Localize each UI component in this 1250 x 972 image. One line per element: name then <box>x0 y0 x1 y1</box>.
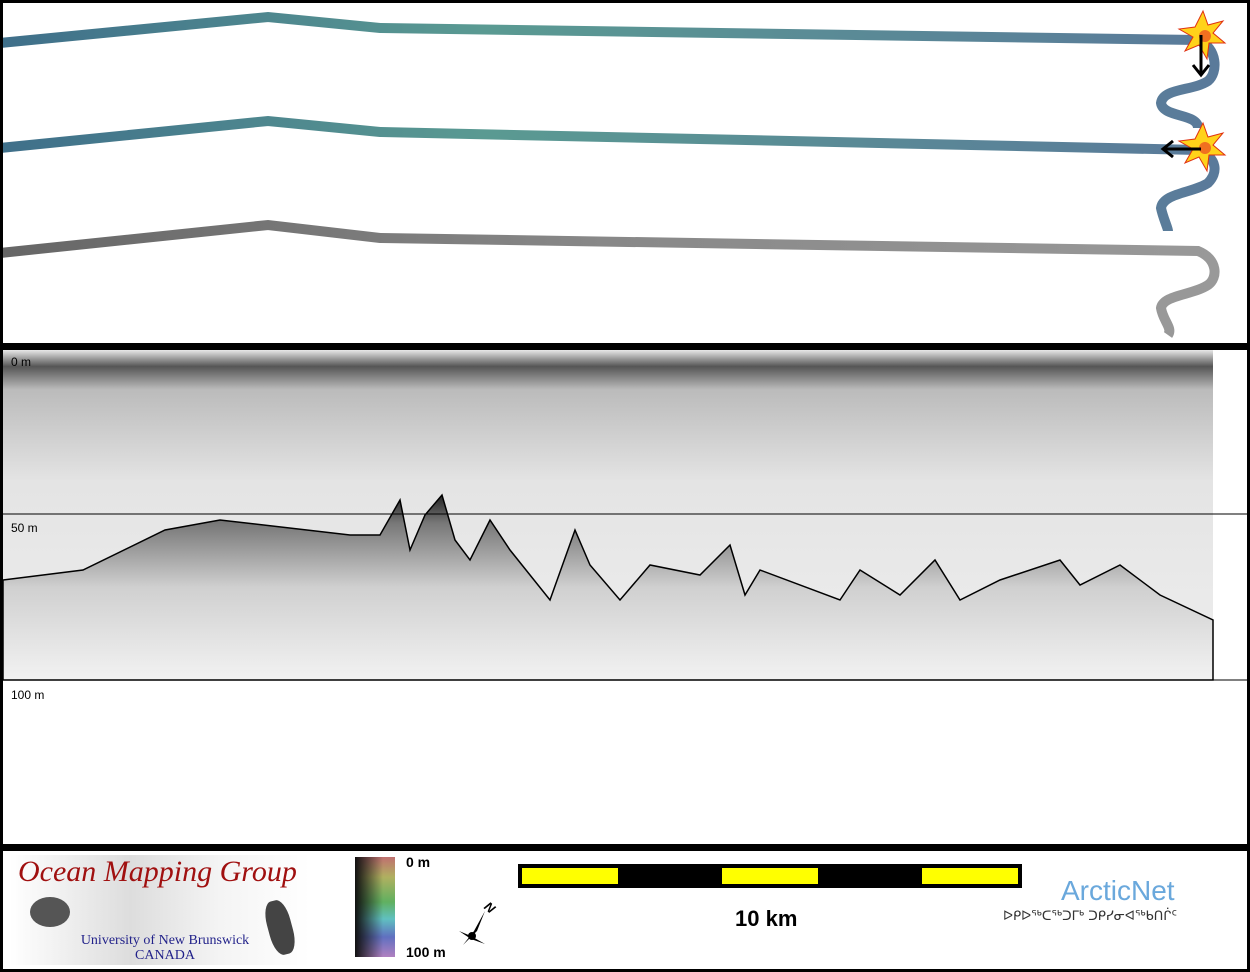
ship-position-icon <box>1160 121 1227 173</box>
colorbar-bottom-label: 100 m <box>406 944 446 960</box>
scale-bar <box>518 864 1022 888</box>
depth-label-50: 50 m <box>11 521 38 535</box>
arcticnet-syllabics: ᐅᑭᐅᖅᑕᖅᑐᒥᒃ ᑐᑭᓯᓂᐊᖅᑲᑎᒌᑦ <box>1003 909 1178 924</box>
ocean-mapping-group-logo: Ocean Mapping Group University of New Br… <box>10 855 310 965</box>
colorbar-top-label: 0 m <box>406 854 431 870</box>
swath-tracks <box>0 9 1227 338</box>
swath-map-panel <box>0 3 1247 343</box>
scale-bar-label: 10 km <box>735 906 798 931</box>
depth-colorbar <box>355 857 395 957</box>
logo-country: CANADA <box>135 948 195 963</box>
echogram-panel: 0 m 50 m 100 m <box>3 350 1247 844</box>
swath-backscatter-gray <box>0 219 1220 338</box>
swath-backscatter-color <box>0 11 1220 130</box>
shell-icon <box>261 897 299 958</box>
logo-university: University of New Brunswick <box>80 933 250 948</box>
seafloor-profile <box>3 493 1214 681</box>
scallop-icon <box>30 897 70 927</box>
depth-label-0: 0 m <box>11 355 32 369</box>
logo-title: Ocean Mapping Group <box>18 855 297 888</box>
arcticnet-logo: ArcticNet <box>1061 875 1175 906</box>
swath-bathymetry-color <box>0 115 1220 232</box>
depth-label-100: 100 m <box>11 688 45 702</box>
ship-position-icon <box>1177 9 1227 78</box>
echogram-image <box>3 350 1247 681</box>
north-arrow-icon <box>459 911 485 945</box>
legend-panel: Ocean Mapping Group University of New Br… <box>3 851 1247 969</box>
